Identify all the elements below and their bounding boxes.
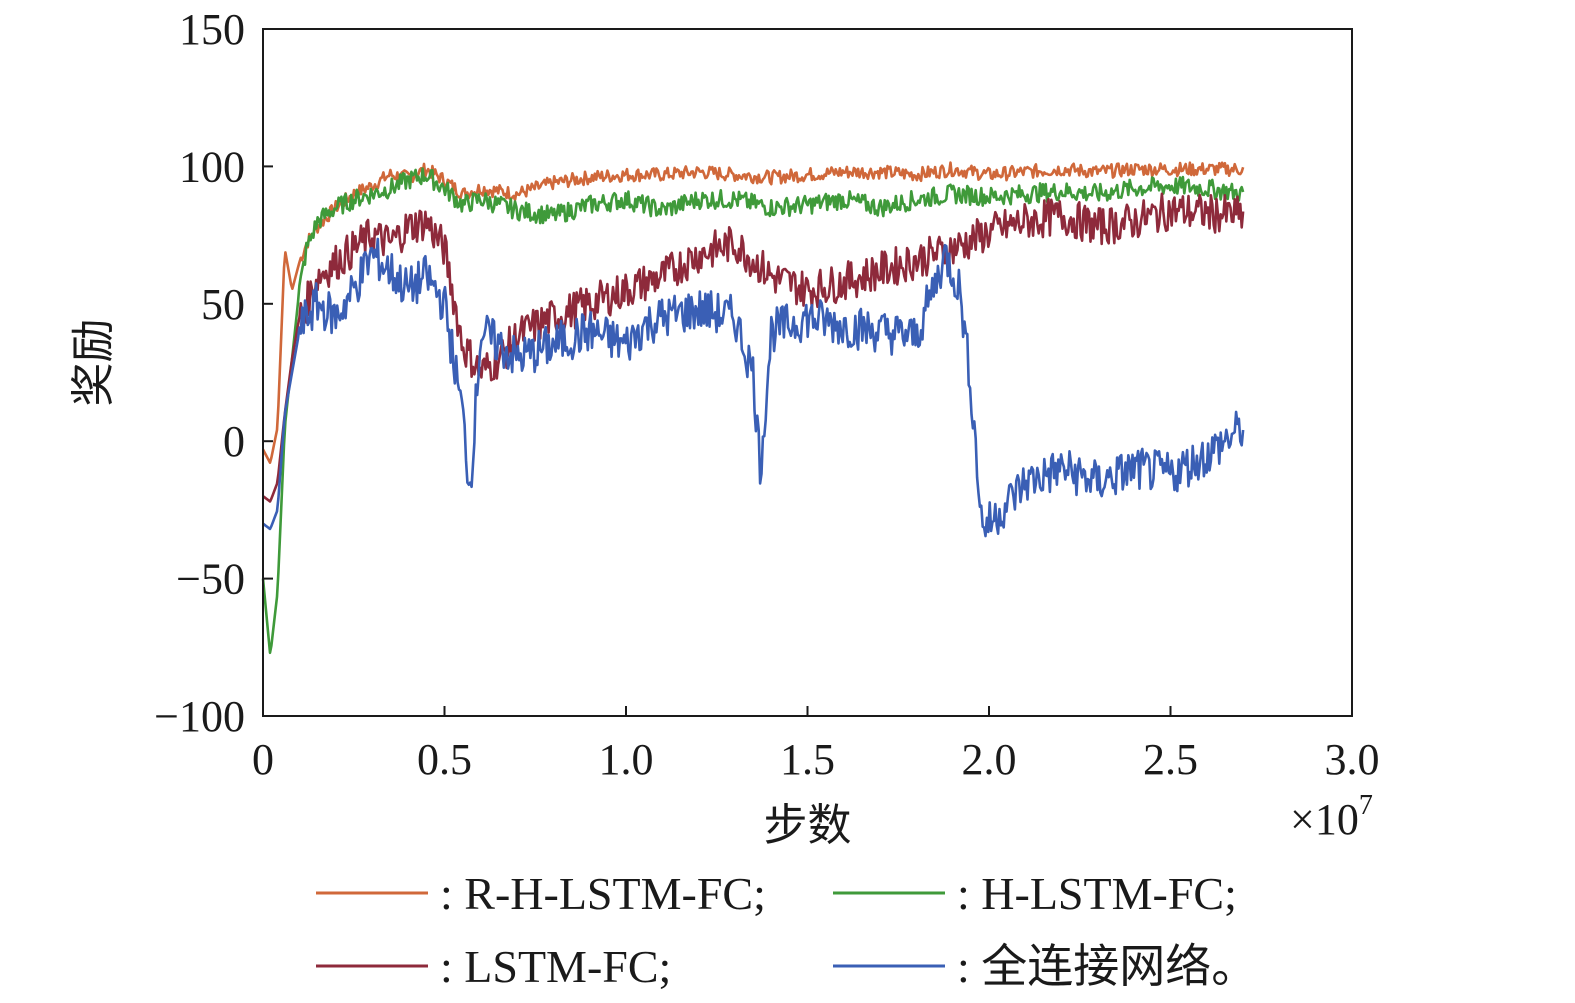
legend: : R-H-LSTM-FC; : H-LSTM-FC; : LSTM-FC; : 全连… [316,868,1257,992]
series-line [262,237,1245,538]
x-tick-label: 1.5 [780,735,835,784]
x-tick-label: 0 [252,735,274,784]
y-tick-label: −50 [176,555,245,604]
series-line [262,192,1245,503]
series-line [261,167,1245,655]
x-tick-label: 2.5 [1143,735,1198,784]
x-tick-label: 1.0 [599,735,654,784]
x-axis-multiplier-exponent: 7 [1359,790,1373,821]
y-tick-label: 100 [179,142,245,191]
y-tick-label: −100 [154,692,245,741]
y-tick-label: 50 [201,280,245,329]
x-axis-title: 步数 [764,801,852,850]
y-axis-title: 奖励 [69,319,118,407]
plot-series-group [261,161,1245,655]
x-tick-label: 0.5 [417,735,472,784]
plot-frame [262,28,1353,717]
legend-label: : R-H-LSTM-FC; [440,868,766,919]
x-tick-label: 3.0 [1325,735,1380,784]
tick-group [262,28,1353,717]
tick-label-group: 0 0.5 1.0 1.5 2.0 2.5 3.0 −100 −50 0 50 100 150 [154,5,1379,784]
legend-label: : H-LSTM-FC; [957,868,1237,919]
y-tick-label: 150 [179,5,245,54]
x-axis-multiplier-base: ×10 [1290,795,1359,844]
legend-label: : LSTM-FC; [440,941,671,992]
y-tick-label: 0 [223,417,245,466]
x-tick-label: 2.0 [962,735,1017,784]
x-axis-multiplier: ×107 [1290,790,1373,844]
legend-label: : 全连接网络。 [957,941,1257,992]
series-line [261,161,1245,465]
